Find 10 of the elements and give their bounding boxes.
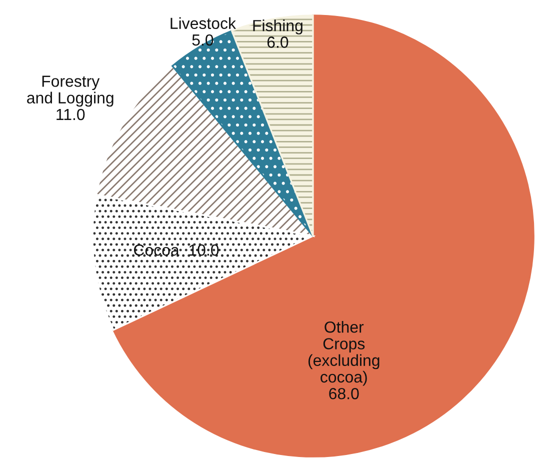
slice-label: Other Crops (excluding cocoa) <box>308 321 380 386</box>
slice-label: Fishing <box>253 20 302 34</box>
pie-slice <box>112 14 534 458</box>
slice-label: Forestry and Logging <box>27 76 114 107</box>
data-label: 6.0 <box>267 36 288 48</box>
data-label: 11.0 <box>56 108 85 120</box>
data-label: 5.0 <box>192 34 214 46</box>
slice-label: Cocoa 10.0 <box>134 244 219 256</box>
slice-label: Livestock <box>170 17 236 30</box>
data-label: 68.0 <box>329 388 359 400</box>
